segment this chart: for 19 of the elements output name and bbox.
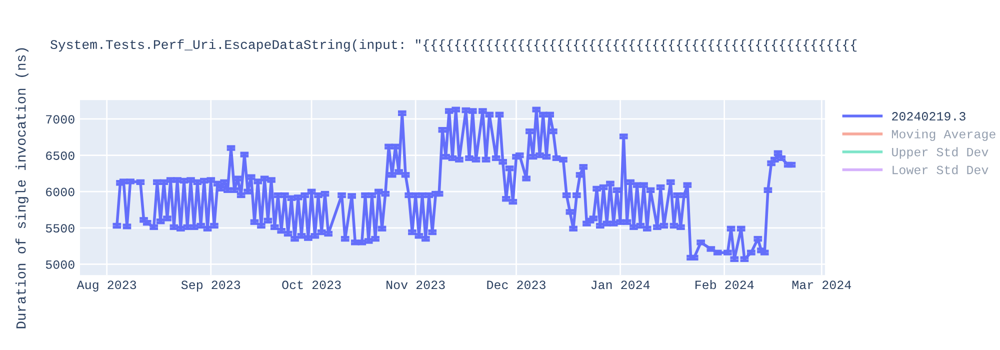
- x-tick-label: Feb 2024: [696, 280, 754, 290]
- legend-label: Moving Average: [892, 129, 996, 141]
- legend-label: Lower Std Dev: [892, 165, 988, 174]
- chart-title: System.Tests.Perf_Uri.EscapeDataString(input: "{{{{{{{{{{{{{{{{{{{{{{{{{{{{{{{{{{{{{{{{{{{{{{{{{{{{{{{: [50, 39, 857, 52]
- y-tick-label: 5500: [46, 224, 74, 233]
- x-tick-label: Oct 2023: [282, 280, 341, 290]
- y-axis-title: Duration of single invocation (ns): [16, 48, 28, 328]
- x-tick-label: Nov 2023: [386, 280, 445, 290]
- legend-label: Upper Std Dev: [892, 147, 988, 159]
- y-tick-label: 6000: [46, 188, 74, 196]
- y-tick-label: 7000: [46, 115, 74, 124]
- x-tick-label: Jan 2024: [591, 280, 650, 290]
- legend-label: 20240219.3: [892, 112, 966, 121]
- x-tick-label: Mar 2024: [792, 280, 852, 290]
- x-tick-label: Dec 2023: [487, 280, 546, 290]
- y-tick-label: 6500: [46, 151, 74, 160]
- y-tick-label: 5000: [46, 260, 74, 269]
- x-tick-label: Sep 2023: [181, 280, 240, 292]
- x-tick-label: Aug 2023: [76, 280, 136, 292]
